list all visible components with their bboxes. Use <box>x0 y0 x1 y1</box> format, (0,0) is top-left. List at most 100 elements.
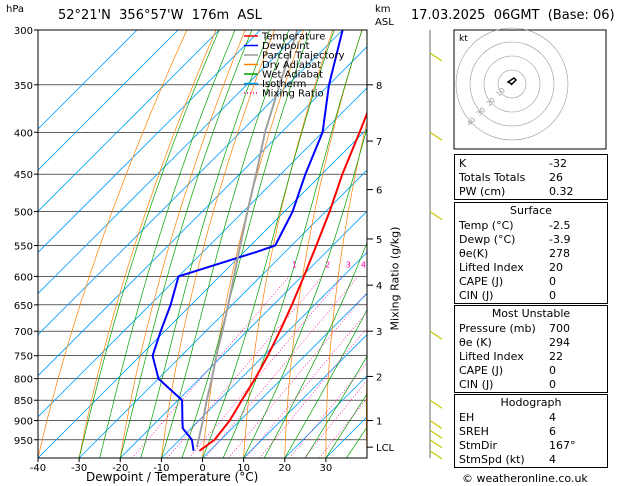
wind-barb <box>429 52 443 62</box>
pressure-tick-label: 900 <box>14 417 33 428</box>
surface-row-value: -2.5 <box>549 219 571 232</box>
legend-label: Dewpoint <box>262 41 310 52</box>
wind-barb <box>429 429 443 439</box>
mu-row-label: θe (K) <box>459 336 492 349</box>
wet-adiabat-line <box>99 30 236 458</box>
mixing-ratio-label: 1 <box>292 260 297 269</box>
mixing-ratio-label: 2 <box>325 260 330 269</box>
temperature-tick-label: -30 <box>71 463 87 474</box>
mixing-ratio-label: 3 <box>346 260 351 269</box>
mu-row-value: 0 <box>549 364 556 377</box>
dry-adiabat-line <box>161 30 275 458</box>
hodo-row-label: StmSpd (kt) <box>459 453 525 466</box>
km-tick-label: 4 <box>376 281 382 292</box>
isotherm-line <box>78 169 367 458</box>
hodograph-ring <box>497 69 527 99</box>
mixing-ratio-line <box>188 276 344 458</box>
dry-adiabat-line <box>38 30 188 458</box>
location-title: 52°21'N 356°57'W 176m ASL <box>58 8 262 23</box>
wet-adiabat-line <box>284 309 367 458</box>
pressure-tick-label: 850 <box>14 396 33 407</box>
surface-row-value: -3.9 <box>549 233 571 246</box>
hodo-row-value: 4 <box>549 411 556 424</box>
wind-barbs <box>429 30 443 460</box>
wind-barb <box>429 211 443 221</box>
surface-row-value: 0 <box>549 275 556 288</box>
surface-row-label: CAPE (J) <box>459 275 504 288</box>
dry-adiabat-line <box>325 119 367 458</box>
x-axis-title: Dewpoint / Temperature (°C) <box>86 470 259 484</box>
hodograph-table-box: Hodograph EH 4 SREH 6 StmDir 167° StmSpd (k… <box>454 394 608 468</box>
totals-value: 26 <box>549 171 563 184</box>
surface-row-value: 20 <box>549 261 563 274</box>
wind-barb <box>429 450 443 460</box>
pw-value: 0.32 <box>549 185 574 198</box>
pressure-tick-label: 800 <box>14 375 33 386</box>
isotherm-line <box>38 30 179 171</box>
hodograph-ring-label: 10 <box>495 86 507 98</box>
legend-label: Parcel Trajectory <box>262 51 345 62</box>
pressure-tick-label: 950 <box>14 436 33 447</box>
mu-row-value: 294 <box>549 336 570 349</box>
isotherm-line <box>38 30 220 212</box>
legend-label: Dry Adiabat <box>262 60 321 71</box>
most-unstable-title: Most Unstable <box>491 307 571 320</box>
k-index-label: K <box>459 157 467 170</box>
mixing-ratio-label: 4 <box>361 260 366 269</box>
wet-adiabat-line <box>325 393 367 458</box>
mixing-ratio-line <box>259 327 367 458</box>
isotherm-line <box>38 30 138 130</box>
km-tick-label: 1 <box>376 417 382 428</box>
background-lines: 12346810162025 <box>38 30 629 458</box>
wind-barb <box>429 439 443 449</box>
hodograph-trace <box>506 77 518 86</box>
dry-adiabat-line <box>405 30 449 458</box>
surface-row-label: Lifted Index <box>459 261 524 274</box>
wet-adiabat-line <box>161 30 290 458</box>
datetime-title: 17.03.2025 06GMT (Base: 06) <box>411 8 615 23</box>
mixing-ratio-line <box>228 291 367 458</box>
hodograph-unit-label: kt <box>459 34 468 44</box>
wet-adiabat-line <box>202 30 335 458</box>
hodo-row-label: StmDir <box>459 439 498 452</box>
surface-row-value: 0 <box>549 289 556 302</box>
dry-adiabat-line <box>617 30 629 458</box>
isotherm-line <box>38 87 367 418</box>
mu-row-label: Lifted Index <box>459 350 524 363</box>
surface-row-label: Temp (°C) <box>459 219 514 232</box>
series-line-temperature <box>198 110 367 452</box>
pressure-tick-label: 700 <box>14 327 33 338</box>
temperature-tick-label: 10 <box>237 463 250 474</box>
km-tick-label: 8 <box>376 81 382 92</box>
totals-label: Totals Totals <box>459 171 526 184</box>
isotherm-line <box>243 334 367 458</box>
mu-row-label: Pressure (mb) <box>459 322 536 335</box>
hodograph-ring <box>483 55 541 113</box>
temperature-tick-label: 0 <box>199 463 205 474</box>
mu-row-label: CIN (J) <box>459 378 494 391</box>
isotherm-line <box>202 292 367 458</box>
hodograph-ring-label: 30 <box>475 106 487 118</box>
credit-footer: © weatheronline.co.uk <box>462 472 588 485</box>
sounding-series <box>151 30 367 452</box>
most-unstable-box: Most Unstable Pressure (mb) 700 θe (K) 294… <box>454 305 608 393</box>
dry-adiabat-line <box>78 30 217 458</box>
indices-box: K -32 Totals Totals 26 PW (cm) 0.32 <box>454 154 608 200</box>
surface-box: Surface Temp (°C) -2.5 Dewp (°C) -3.9 θe(K… <box>454 202 608 304</box>
legend-label: Mixing Ratio <box>262 89 324 100</box>
hodograph-ring-label: 20 <box>485 96 497 108</box>
isotherm-line <box>38 30 302 295</box>
pressure-tick-label: 350 <box>14 81 33 92</box>
isotherm-line <box>119 210 367 458</box>
wet-adiabat-line <box>263 241 367 458</box>
pressure-tick-label: 600 <box>14 272 33 283</box>
axis-labels: 3003504004505005506006507007508008509009… <box>14 26 395 474</box>
series-line-dewpoint <box>151 30 344 451</box>
hodo-row-label: SREH <box>459 425 489 438</box>
temperature-tick-label: -20 <box>112 463 128 474</box>
pressure-tick-label: 550 <box>14 241 33 252</box>
km-tick-label: 3 <box>376 327 382 338</box>
surface-title: Surface <box>510 204 552 217</box>
